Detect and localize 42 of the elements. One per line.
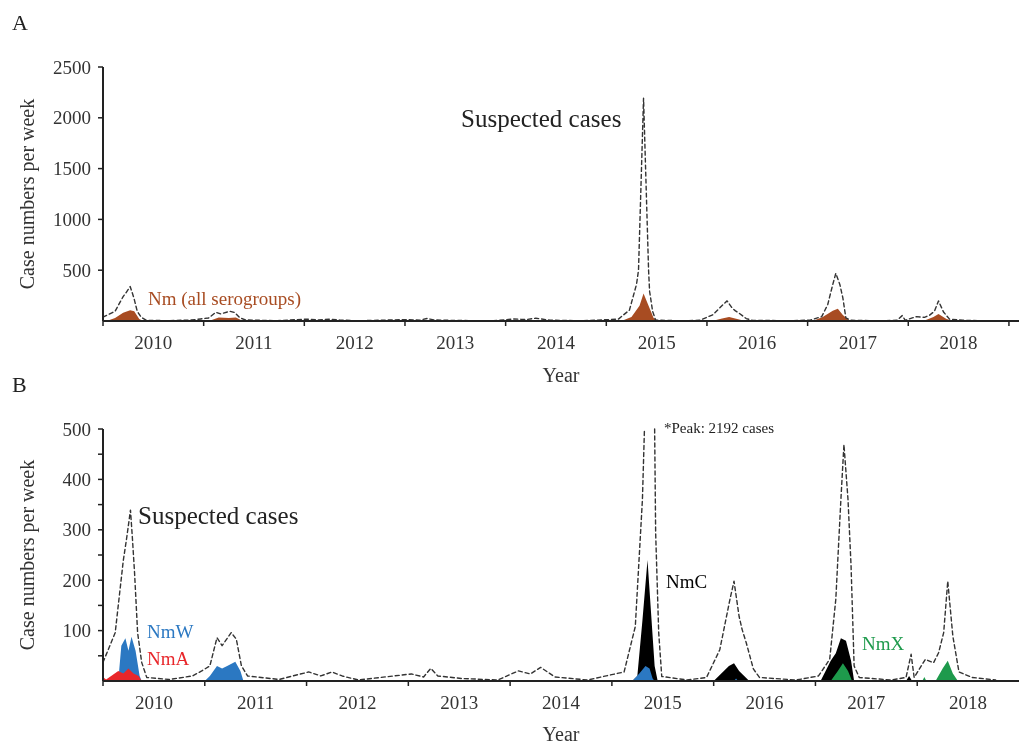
series-label: Nm (all serogroups) [148,288,302,310]
y-tick-label: 300 [62,519,91,541]
x-tick-label: 2010 [134,692,173,713]
y-axis-title: Case numbers per week [16,98,39,290]
annotation: *Peak: 2192 cases [664,420,775,436]
x-axis-title: Year [542,723,580,745]
y-tick-label: 400 [62,469,91,491]
chart-title: A [12,10,28,35]
x-tick-label: 2013 [440,692,479,713]
x-tick-label: 2016 [745,692,784,713]
x-tick-label: 2016 [738,332,777,353]
x-tick-label: 2018 [949,692,988,713]
series-label: NmA [147,648,190,669]
y-axis-title: Case numbers per week [16,459,39,651]
x-tick-label: 2017 [838,332,877,353]
x-tick-label: 2015 [637,332,676,353]
series-label: NmW [147,621,194,642]
y-tick-label: 200 [62,569,91,591]
x-tick-label: 2011 [235,332,273,353]
series-label: Suspected cases [461,105,622,132]
x-tick-label: 2010 [134,332,173,353]
x-tick-label: 2014 [536,332,576,353]
y-tick-label: 500 [62,259,91,281]
x-tick-label: 2014 [542,692,581,713]
y-tick-label: 500 [62,418,91,440]
x-tick-label: 2012 [335,332,374,353]
series-label: NmX [862,633,905,654]
x-tick-label: 2011 [237,692,275,713]
series-label: Suspected cases [138,502,299,529]
x-tick-label: 2012 [338,692,377,713]
y-tick-label: 2000 [53,107,91,129]
y-tick-label: 1000 [53,209,91,231]
y-tick-label: 100 [62,620,91,642]
y-tick-label: 1500 [53,158,91,180]
x-tick-label: 2018 [939,332,978,353]
series-label: NmC [666,571,708,592]
x-tick-label: 2015 [643,692,682,713]
x-axis-title: Year [542,364,580,386]
chart-title: B [12,372,27,397]
y-tick-label: 2500 [53,56,91,78]
x-tick-label: 2017 [847,692,886,713]
x-tick-label: 2013 [436,332,475,353]
